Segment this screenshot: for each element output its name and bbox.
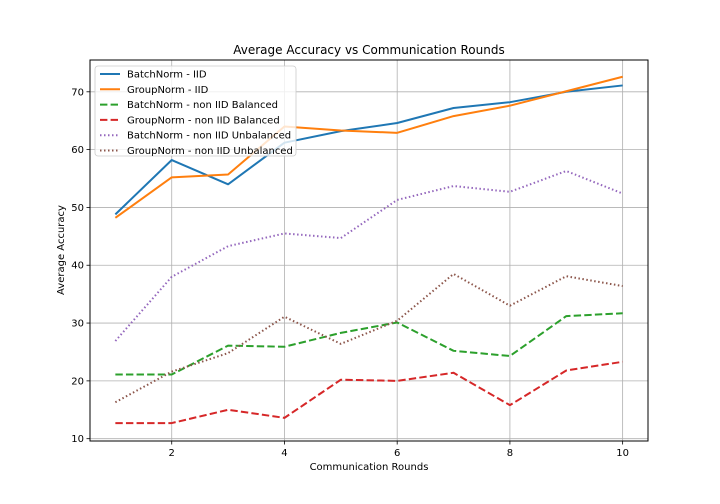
series-line-5: [114, 170, 624, 342]
plot-frame: [89, 59, 649, 442]
series-line-4: [115, 360, 623, 425]
y-tick-label: 20: [71, 376, 84, 387]
y-tick-label: 70: [71, 87, 84, 98]
x-tick-label: 4: [281, 448, 287, 459]
y-tick-label: 50: [71, 203, 84, 214]
chart-title: Average Accuracy vs Communication Rounds: [233, 43, 504, 57]
x-tick-label: 6: [394, 448, 400, 459]
legend-entry: GroupNorm - non IID Unbalanced: [127, 146, 293, 157]
ticks: 2 4 6 8 10 10 20 30 40 50 60 70: [71, 87, 629, 459]
series-layer: [114, 75, 624, 425]
x-tick-label: 8: [507, 448, 513, 459]
legend-entry: GroupNorm - IID: [127, 85, 209, 96]
series-line-1: [114, 84, 623, 216]
series-line-3: [115, 312, 623, 376]
y-axis-label: Average Accuracy: [56, 205, 67, 295]
legend-entry: BatchNorm - non IID Unbalanced: [127, 131, 291, 142]
legend-entry: GroupNorm - non IID Balanced: [127, 115, 280, 126]
x-tick-label: 10: [616, 448, 629, 459]
y-tick-label: 30: [71, 319, 84, 330]
legend-box: [94, 65, 297, 157]
y-tick-label: 10: [71, 434, 84, 445]
x-axis-label: Communication Rounds: [310, 462, 429, 473]
x-tick-label: 2: [169, 448, 175, 459]
legend: BatchNorm - IID GroupNorm - IID BatchNorm …: [94, 65, 297, 157]
y-tick-label: 60: [71, 145, 84, 156]
y-tick-label: 40: [71, 261, 84, 272]
legend-entry: BatchNorm - non IID Balanced: [127, 100, 278, 111]
series-line-2: [114, 75, 623, 219]
legend-entry: BatchNorm - IID: [127, 70, 207, 81]
